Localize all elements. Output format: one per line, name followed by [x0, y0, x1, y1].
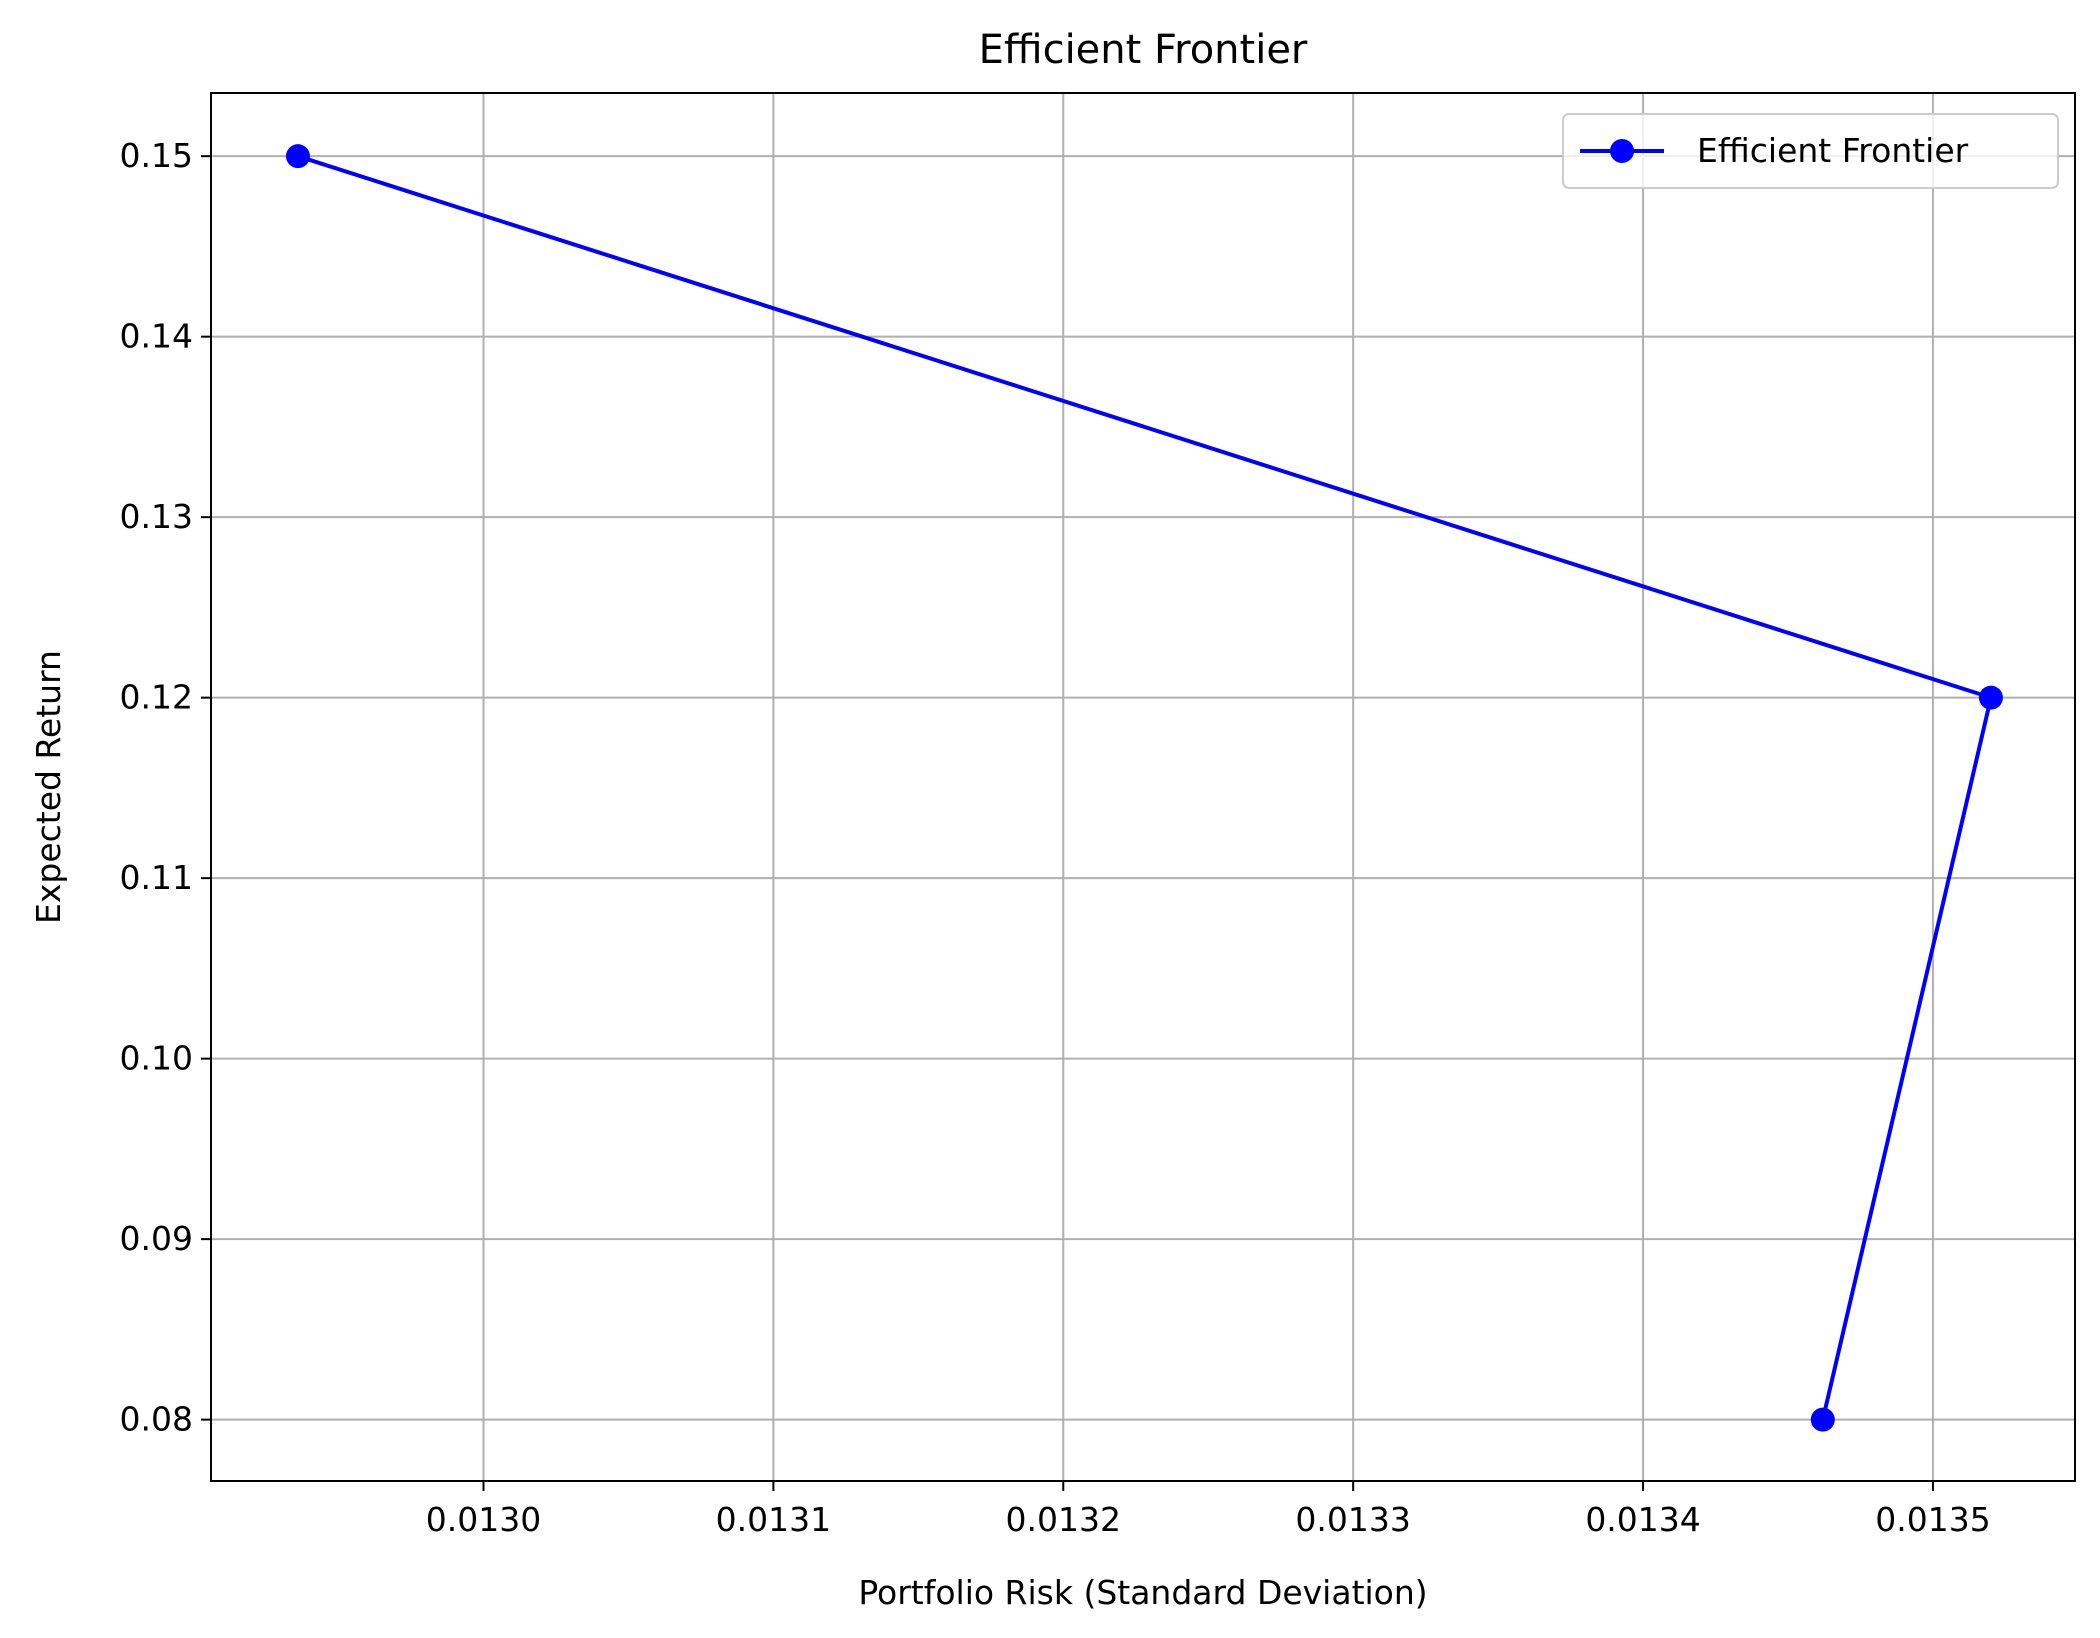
data-point [1810, 1407, 1835, 1432]
legend-entry-label: Efficient Frontier [1697, 131, 1969, 170]
x-tick-label: 0.0133 [1295, 1500, 1410, 1539]
y-tick-label: 0.09 [120, 1219, 193, 1258]
plot-frame [210, 92, 2076, 1482]
chart-title: Efficient Frontier [979, 27, 1308, 73]
x-tick-label: 0.0134 [1585, 1500, 1700, 1539]
x-axis-label: Portfolio Risk (Standard Deviation) [858, 1573, 1427, 1612]
plot-series [285, 144, 2003, 1432]
legend: Efficient Frontier [1562, 113, 2059, 189]
legend-box [1562, 113, 2059, 189]
y-tick-label: 0.14 [120, 317, 193, 356]
axis-ticks: 0.0130 0.0131 0.0132 0.0133 0.0134 0.0135 0.08… [120, 136, 1991, 1539]
x-tick-label: 0.0131 [716, 1500, 831, 1539]
y-tick-label: 0.11 [120, 858, 193, 897]
legend-marker-swatch [1610, 139, 1634, 163]
y-tick-label: 0.10 [120, 1039, 193, 1078]
y-tick-label: 0.13 [120, 497, 193, 536]
y-tick-label: 0.15 [120, 136, 193, 175]
data-point [285, 144, 310, 169]
x-tick-label: 0.0132 [1006, 1500, 1121, 1539]
x-tick-label: 0.0135 [1875, 1500, 1990, 1539]
data-point [1978, 685, 2003, 710]
x-tick-label: 0.0130 [426, 1500, 541, 1539]
y-tick-label: 0.08 [120, 1400, 193, 1439]
y-axis-label: Expected Return [29, 650, 68, 924]
y-tick-label: 0.12 [120, 678, 193, 717]
